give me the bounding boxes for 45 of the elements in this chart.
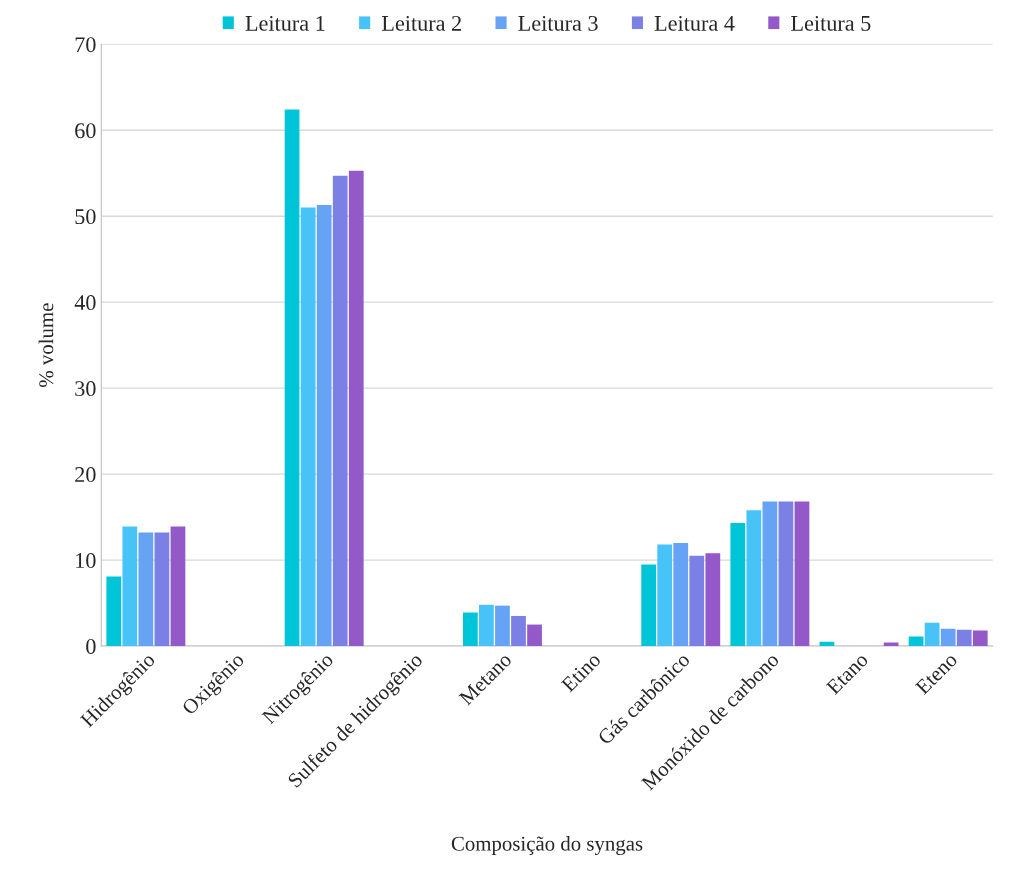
x-axis-title: Composição do syngas [451,836,643,855]
bar [348,170,364,647]
bar [154,532,170,647]
bar [794,501,810,647]
bar [122,526,138,647]
bar [527,624,542,647]
bar [705,553,721,647]
bar [170,526,186,647]
legend-label: Leitura 2 [381,15,461,31]
bar [332,175,348,647]
bar [300,207,316,647]
bar [284,109,300,647]
bar [316,205,332,647]
bar [778,501,794,647]
bar [940,628,956,647]
y-axis-title: % volume [38,303,54,387]
bar [762,501,778,647]
bar [511,615,526,647]
y-tick-label: 40 [74,295,96,311]
y-tick-label: 70 [75,37,96,53]
y-tick-label: 0 [86,638,96,654]
y-tick-label: 60 [75,123,96,139]
bar [908,636,924,647]
legend-label: Leitura 3 [518,15,598,31]
bar [746,510,762,647]
bar [657,544,673,647]
bar [462,612,478,647]
bar [689,555,705,647]
bar [673,542,689,647]
legend-label: Leitura 1 [245,15,325,31]
bar [138,532,154,647]
bar [641,564,657,647]
legend-label: Leitura 5 [791,15,871,31]
bar [479,604,494,647]
bar [495,605,510,647]
y-tick-label: 20 [75,467,96,483]
y-tick-label: 30 [75,381,96,397]
y-tick-label: 10 [76,553,96,569]
legend-label: Leitura 4 [654,15,735,31]
bar [956,629,972,647]
bar [730,523,746,647]
bar [924,622,940,647]
bar [106,576,122,647]
bar [972,630,988,647]
y-tick-label: 50 [75,209,96,225]
